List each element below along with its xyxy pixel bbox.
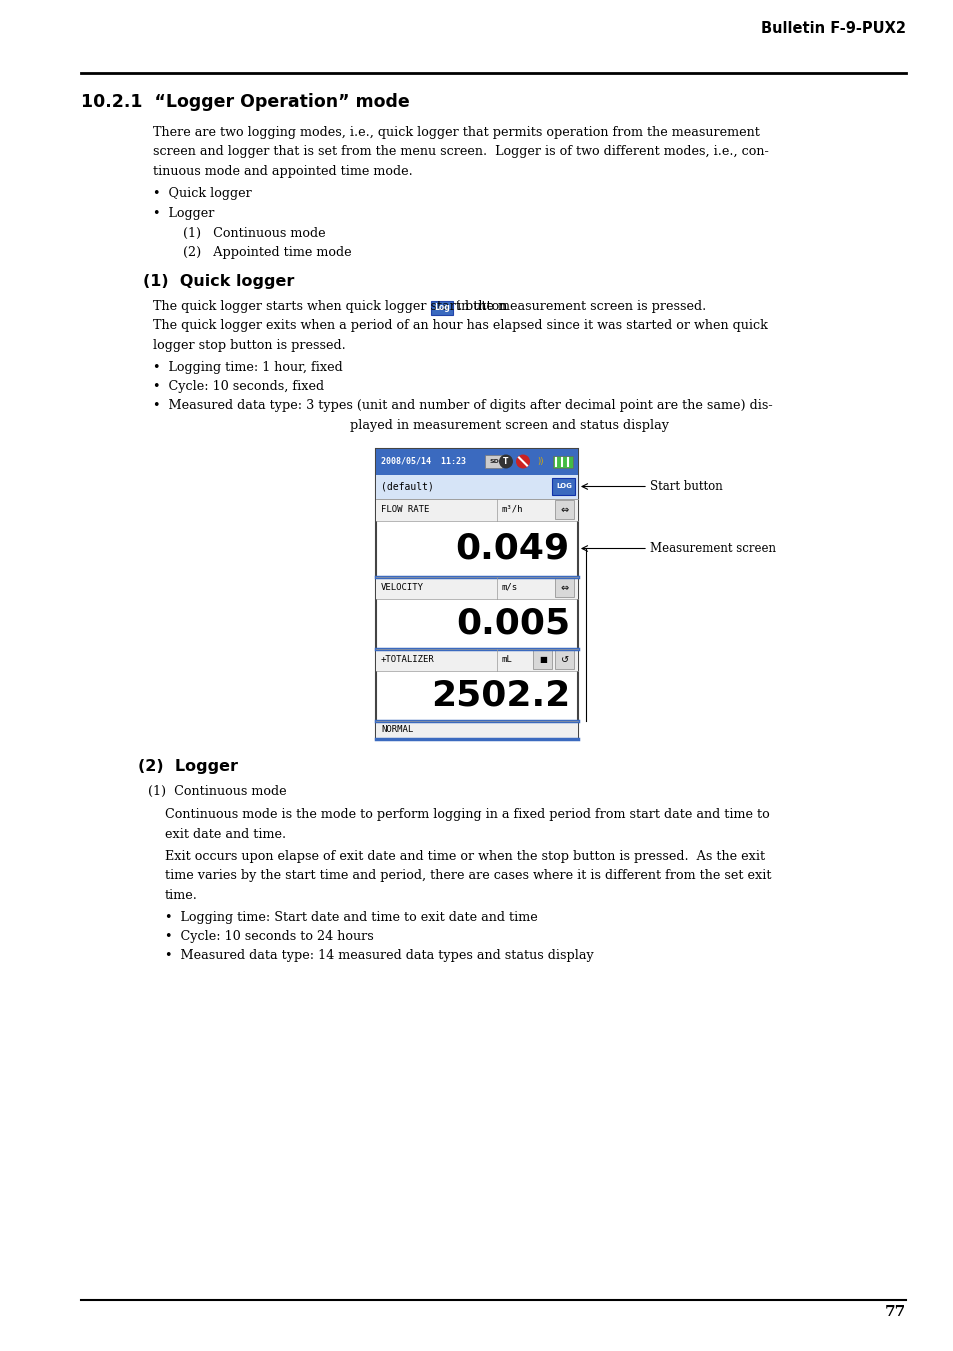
Text: (1)  Quick logger: (1) Quick logger: [143, 274, 294, 289]
Text: 2502.2: 2502.2: [431, 678, 569, 712]
Text: tinuous mode and appointed time mode.: tinuous mode and appointed time mode.: [152, 165, 413, 178]
Text: The quick logger exits when a period of an hour has elapsed since it was started: The quick logger exits when a period of …: [152, 319, 767, 332]
Text: 77: 77: [883, 1305, 905, 1319]
Text: (1)  Continuous mode: (1) Continuous mode: [148, 785, 286, 797]
Text: (default): (default): [380, 481, 434, 492]
Text: 0.049: 0.049: [456, 531, 569, 566]
Text: m³/h: m³/h: [501, 505, 523, 513]
Text: The quick logger starts when quick logger start button: The quick logger starts when quick logge…: [152, 300, 507, 313]
Text: 2008/05/14  11:23: 2008/05/14 11:23: [380, 457, 465, 466]
Text: m/s: m/s: [501, 584, 517, 592]
Text: Measurement screen: Measurement screen: [649, 542, 775, 555]
Text: SD: SD: [489, 459, 498, 463]
Text: played in measurement screen and status display: played in measurement screen and status …: [350, 419, 668, 432]
Bar: [375, 474, 578, 499]
Text: Log: Log: [434, 303, 450, 312]
Text: There are two logging modes, i.e., quick logger that permits operation from the : There are two logging modes, i.e., quick…: [152, 126, 760, 139]
Bar: [375, 449, 578, 474]
Bar: [375, 648, 578, 670]
Bar: [375, 449, 578, 739]
Text: exit date and time.: exit date and time.: [165, 828, 286, 840]
Text: 0.005: 0.005: [456, 607, 569, 640]
Text: Start button: Start button: [649, 480, 722, 493]
Text: ⇔: ⇔: [560, 504, 569, 515]
Text: •  Measured data type: 3 types (unit and number of digits after decimal point ar: • Measured data type: 3 types (unit and …: [152, 400, 772, 412]
Text: •  Measured data type: 14 measured data types and status display: • Measured data type: 14 measured data t…: [165, 950, 593, 962]
Text: 10.2.1  “Logger Operation” mode: 10.2.1 “Logger Operation” mode: [81, 93, 410, 111]
Text: ■: ■: [538, 655, 546, 663]
Bar: [375, 499, 578, 520]
Text: ⇔: ⇔: [560, 582, 569, 593]
Text: ↺: ↺: [560, 654, 569, 665]
FancyBboxPatch shape: [555, 650, 574, 669]
Text: LOG: LOG: [556, 484, 572, 489]
FancyBboxPatch shape: [555, 578, 574, 597]
FancyBboxPatch shape: [533, 650, 552, 669]
Text: NORMAL: NORMAL: [380, 725, 413, 734]
Circle shape: [516, 454, 530, 469]
Text: screen and logger that is set from the menu screen.  Logger is of two different : screen and logger that is set from the m…: [152, 146, 768, 158]
Text: Exit occurs upon elapse of exit date and time or when the stop button is pressed: Exit occurs upon elapse of exit date and…: [165, 850, 764, 863]
FancyBboxPatch shape: [485, 455, 502, 467]
Text: •  Cycle: 10 seconds, fixed: • Cycle: 10 seconds, fixed: [152, 380, 324, 393]
Bar: [553, 455, 573, 467]
Text: (2)   Appointed time mode: (2) Appointed time mode: [183, 246, 352, 259]
Text: VELOCITY: VELOCITY: [380, 584, 423, 592]
Bar: [375, 577, 578, 598]
Text: time varies by the start time and period, there are cases where it is different : time varies by the start time and period…: [165, 870, 771, 882]
Text: FLOW RATE: FLOW RATE: [380, 505, 429, 513]
Bar: [375, 720, 578, 739]
Text: time.: time.: [165, 889, 197, 902]
FancyBboxPatch shape: [555, 500, 574, 519]
Text: +TOTALIZER: +TOTALIZER: [380, 655, 435, 663]
Text: •  Cycle: 10 seconds to 24 hours: • Cycle: 10 seconds to 24 hours: [165, 929, 374, 943]
Text: •  Logger: • Logger: [152, 207, 214, 220]
Text: mL: mL: [501, 655, 512, 663]
Text: •  Quick logger: • Quick logger: [152, 188, 252, 200]
Text: T: T: [503, 457, 508, 466]
Text: •  Logging time: Start date and time to exit date and time: • Logging time: Start date and time to e…: [165, 911, 537, 924]
Text: •  Logging time: 1 hour, fixed: • Logging time: 1 hour, fixed: [152, 361, 342, 373]
Text: )): )): [537, 457, 543, 466]
Circle shape: [498, 454, 513, 469]
Text: Continuous mode is the mode to perform logging in a fixed period from start date: Continuous mode is the mode to perform l…: [165, 808, 769, 821]
Text: logger stop button is pressed.: logger stop button is pressed.: [152, 339, 345, 353]
Text: (1)   Continuous mode: (1) Continuous mode: [183, 227, 325, 239]
Text: (2)  Logger: (2) Logger: [138, 758, 237, 774]
FancyBboxPatch shape: [552, 478, 575, 494]
Text: in the measurement screen is pressed.: in the measurement screen is pressed.: [456, 300, 706, 313]
Bar: [431, 300, 453, 315]
Text: Bulletin F-9-PUX2: Bulletin F-9-PUX2: [760, 22, 905, 36]
